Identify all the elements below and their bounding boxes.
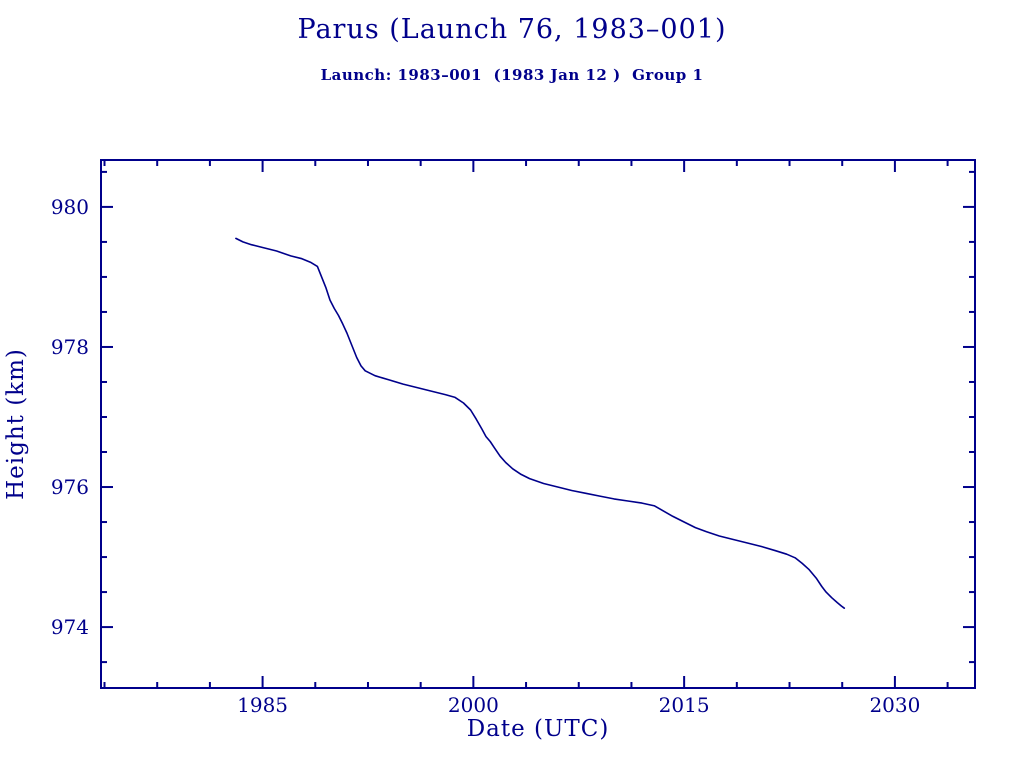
x-tick-label: 2030 [869, 693, 920, 717]
y-tick-label: 978 [51, 335, 89, 359]
x-tick-label: 2015 [659, 693, 710, 717]
y-tick-label: 974 [51, 615, 89, 639]
data-curve [235, 237, 846, 610]
y-axis-title: Height (km) [3, 348, 29, 500]
plot-frame [100, 159, 976, 689]
y-tick-label: 980 [51, 195, 89, 219]
chart-subtitle: Launch: 1983–001 (1983 Jan 12 ) Group 1 [320, 66, 704, 84]
height-decay-curve [235, 237, 846, 610]
axis-tick-labels: 1985 2000 2015 2030 974 976 978 980 [51, 195, 921, 717]
x-tick-label: 2000 [448, 693, 499, 717]
plot-box [100, 159, 976, 689]
x-axis-title: Date (UTC) [466, 716, 610, 742]
chart-title: Parus (Launch 76, 1983–001) [297, 14, 727, 45]
x-tick-label: 1985 [237, 693, 288, 717]
y-tick-label: 976 [51, 475, 89, 499]
axis-ticks [101, 160, 975, 688]
